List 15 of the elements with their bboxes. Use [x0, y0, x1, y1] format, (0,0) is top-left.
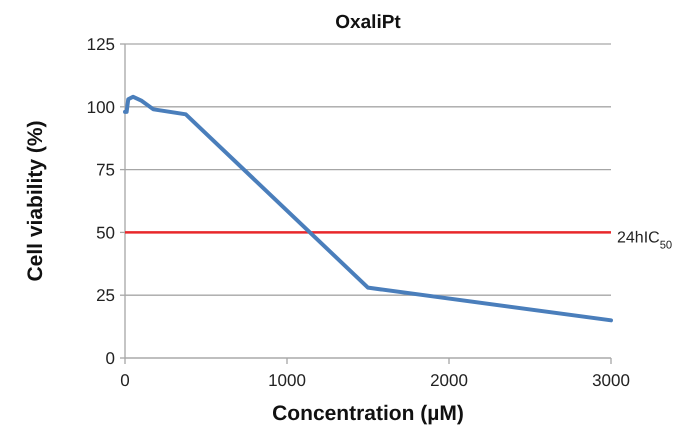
y-tick-label: 100 — [86, 98, 115, 117]
x-axis-title: Concentration (µM) — [272, 402, 464, 425]
ref-line-label: 24hIC$_{50}$ — [617, 229, 672, 252]
chart-title: OxaliPt — [335, 12, 402, 33]
x-tick-label: 0 — [120, 371, 130, 390]
x-tick-label: 2000 — [430, 371, 468, 390]
x-tick-label: 1000 — [268, 371, 306, 390]
y-tick-label: 125 — [86, 34, 115, 54]
y-axis-title: Cell viability (%) — [24, 120, 47, 282]
y-tick-label: 75 — [96, 160, 115, 180]
line-series — [123, 94, 613, 322]
y-tick-label: 50 — [96, 223, 115, 242]
x-tick-label: 3000 — [592, 371, 630, 390]
y-tick-label: 25 — [96, 286, 115, 306]
y-tick-label: 0 — [106, 348, 115, 368]
